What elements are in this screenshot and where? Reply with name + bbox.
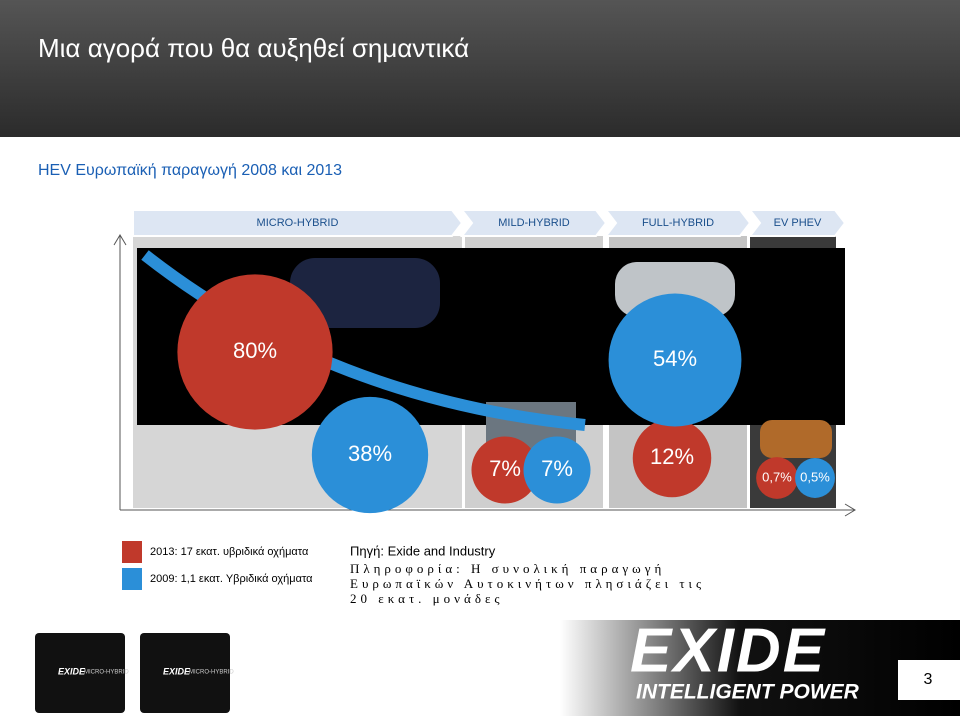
bubble	[177, 274, 333, 430]
bubble	[523, 436, 591, 504]
legend-swatch	[122, 541, 142, 563]
battery: EXIDE MICRO-HYBRID	[35, 633, 129, 713]
trend-arrow	[141, 250, 586, 431]
category-label: MICRO-HYBRID	[257, 217, 339, 229]
category-chevron	[603, 209, 752, 237]
logo-brand: EXIDE	[630, 616, 826, 685]
logo-tagline: INTELLIGENT POWER	[636, 681, 860, 704]
bubble	[608, 293, 742, 427]
battery-brand: EXIDE	[163, 666, 191, 676]
bubble	[471, 436, 539, 504]
value-label: 7%	[489, 456, 521, 481]
legend-swatch	[122, 568, 142, 590]
legend-label: 2009: 1,1 εκατ. Υβριδικά οχήματα	[150, 573, 313, 585]
category-chevron	[459, 209, 608, 237]
logo-band	[560, 620, 960, 716]
car-image	[760, 420, 832, 458]
bubble	[795, 458, 835, 498]
value-label: 12%	[650, 444, 694, 469]
note-line: Ευρωπαϊκών Αυτοκινήτων πλησιάζει τις	[350, 576, 705, 591]
note-line: Πληροφορία: Η συνολική παραγωγή	[350, 561, 665, 576]
value-label: 0,7%	[762, 469, 792, 484]
value-label: 54%	[653, 346, 697, 371]
category-label: EV PHEV	[774, 217, 822, 229]
battery: EXIDE MICRO-HYBRID	[140, 633, 234, 713]
page-number-box	[898, 660, 960, 700]
value-label: 7%	[541, 456, 573, 481]
category-chevron	[747, 209, 847, 237]
battery-label: MICRO-HYBRID	[84, 670, 129, 676]
bubble	[632, 418, 712, 498]
value-label: 38%	[348, 441, 392, 466]
legend-label: 2013: 17 εκατ. υβριδικά οχήματα	[150, 546, 309, 558]
subtitle: HEV Ευρωπαϊκή παραγωγή 2008 και 2013	[38, 162, 342, 179]
category-label: FULL-HYBRID	[642, 217, 714, 229]
note-line: 20 εκατ. μονάδες	[350, 591, 504, 606]
value-label: 80%	[233, 338, 277, 363]
bubble	[756, 457, 798, 499]
axes	[113, 234, 856, 517]
page-number: 3	[924, 671, 933, 688]
bubble	[311, 396, 429, 514]
category-label: MILD-HYBRID	[498, 217, 570, 229]
car-image	[290, 258, 440, 328]
battery-label: MICRO-HYBRID	[189, 670, 234, 676]
battery-brand: EXIDE	[58, 666, 86, 676]
source: Πηγή: Exide and Industry	[350, 543, 496, 558]
title: Μια αγορά που θα αυξηθεί σημαντικά	[38, 33, 469, 63]
header-band	[0, 0, 960, 137]
value-label: 0,5%	[800, 469, 830, 484]
category-chevron	[132, 209, 464, 237]
